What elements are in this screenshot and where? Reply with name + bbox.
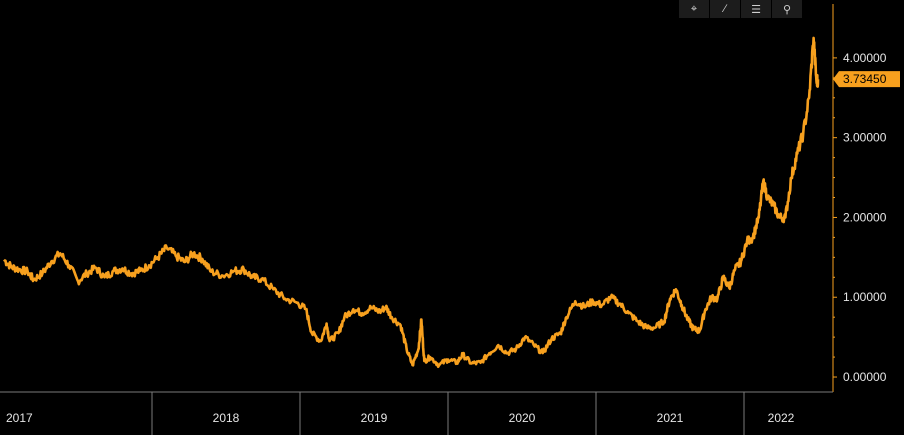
draw-icon[interactable]: ∕: [710, 0, 741, 18]
x-tick-label: 2017: [6, 411, 33, 425]
crosshair-icon[interactable]: ⌖: [679, 0, 710, 18]
x-tick-label: 2021: [657, 411, 684, 425]
list-icon[interactable]: ☰: [741, 0, 772, 18]
series-line-0: [3, 36, 820, 369]
x-tick-label: 2018: [213, 411, 240, 425]
y-tick-label: 1.00000: [843, 290, 887, 304]
y-tick-label: 0.00000: [843, 370, 887, 384]
x-tick-label: 2020: [509, 411, 536, 425]
plot-area: [3, 36, 820, 369]
last-value-badge: 3.73450: [833, 71, 900, 88]
x-axis: 2017 2018 2019 2020 2021 2022: [0, 391, 833, 435]
last-value-badge-bg: [833, 71, 900, 88]
y-axis: 0.00000 1.00000 2.00000 3.00000 4.00000: [832, 4, 887, 392]
x-tick-label: 2022: [768, 411, 795, 425]
y-tick-label: 2.00000: [843, 210, 887, 224]
y-tick-label: 3.00000: [843, 131, 887, 145]
zoom-icon[interactable]: ⚲: [772, 0, 803, 18]
y-tick-label: 4.00000: [843, 51, 887, 65]
chart-toolbar: ⌖ ∕ ☰ ⚲: [679, 0, 803, 18]
last-value-label: 3.73450: [843, 72, 887, 86]
x-tick-label: 2019: [361, 411, 388, 425]
